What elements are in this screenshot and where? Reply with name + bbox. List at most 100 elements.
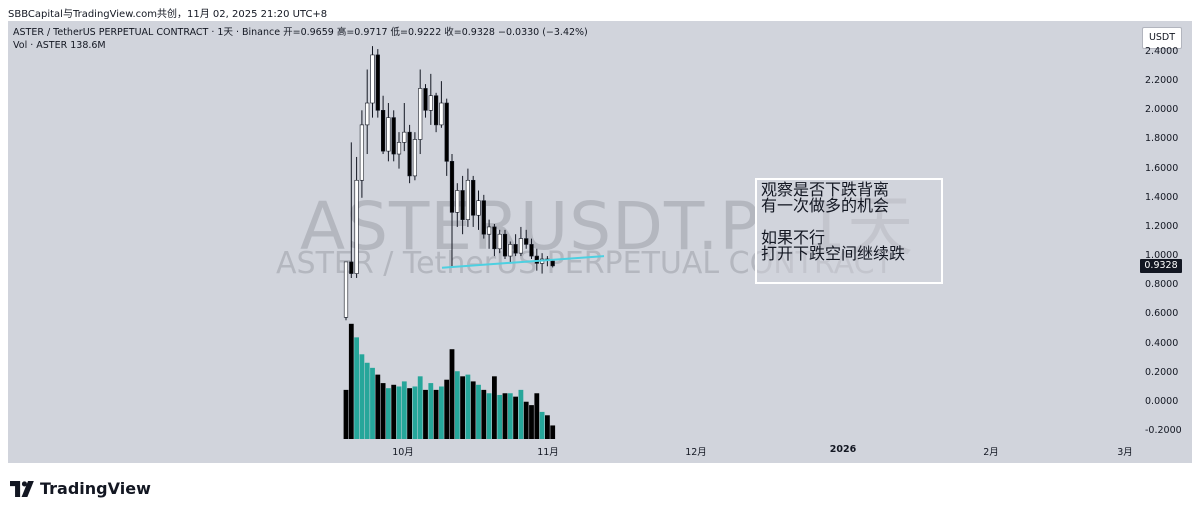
volume-bar: [354, 337, 359, 439]
volume-bar: [370, 367, 375, 439]
candle-body: [476, 200, 481, 216]
candle-body: [407, 131, 412, 177]
candle-body: [492, 226, 497, 250]
time-tick-label: 11月: [537, 447, 559, 458]
price-tick-label: 0.6000: [1145, 308, 1179, 320]
note-line-1: 观察是否下跌背离: [761, 180, 890, 199]
tradingview-logo[interactable]: TradingView: [10, 479, 151, 498]
candle-body: [375, 54, 380, 111]
volume-bar: [545, 415, 550, 439]
candle-body: [518, 238, 524, 254]
volume-bar: [375, 374, 381, 439]
annotation-text-box[interactable]: 观察是否下跌背离 有一次做多的机会 如果不行 打开下跌空间继续跌: [755, 178, 943, 284]
candle-body: [449, 161, 455, 213]
volume-bar: [396, 386, 402, 439]
candle-body: [433, 95, 439, 126]
candle-body: [391, 117, 396, 155]
volume-bar: [428, 383, 434, 439]
volume-bar: [465, 374, 471, 439]
volume-bar: [492, 376, 497, 439]
candle-body: [343, 261, 349, 318]
volume-bar: [454, 371, 460, 439]
volume-bar: [348, 323, 354, 439]
volume-bar: [529, 405, 534, 439]
price-tick-label: 1.2000: [1145, 220, 1179, 232]
volume-bar: [401, 381, 407, 439]
volume-bar: [507, 393, 513, 439]
time-tick-label: 12月: [685, 447, 707, 458]
price-tick-label: 1.0000: [1145, 250, 1179, 262]
volume-bar: [502, 393, 508, 439]
price-tick-label: 0.0000: [1145, 395, 1179, 407]
time-tick-label: 2026: [829, 444, 857, 455]
time-tick-label: 10月: [392, 447, 414, 458]
support-trendline: [441, 255, 605, 269]
candle-body: [471, 179, 476, 216]
candle-body: [513, 244, 518, 254]
time-tick-label: 2月: [983, 447, 999, 458]
volume-bar: [386, 388, 391, 439]
candle-body: [412, 139, 418, 177]
legend-symbol-line: ASTER / TetherUS PERPETUAL CONTRACT · 1天…: [13, 27, 588, 38]
volume-bar: [523, 401, 529, 439]
volume-bar: [380, 383, 386, 439]
candle-body: [455, 190, 460, 213]
price-tick-label: 2.2000: [1145, 75, 1179, 87]
currency-button[interactable]: USDT: [1142, 27, 1182, 49]
volume-bar: [449, 349, 455, 439]
price-tick-label: 0.8000: [1145, 279, 1179, 291]
volume-bar: [407, 388, 412, 439]
volume-bar: [412, 386, 418, 439]
chart-area[interactable]: ASTER / TetherUS PERPETUAL CONTRACT · 1天…: [8, 21, 1192, 463]
price-tick-label: -0.2000: [1145, 425, 1182, 436]
price-tick-label: 2.0000: [1145, 104, 1179, 116]
candle-body: [534, 255, 539, 264]
candle-body: [465, 179, 471, 220]
candle-body: [380, 110, 386, 152]
legend-volume-line: Vol · ASTER 138.6M: [13, 40, 106, 51]
volume-bar: [423, 389, 428, 439]
volume-bar: [481, 389, 487, 439]
candle-body: [439, 102, 444, 126]
candle-body: [386, 117, 391, 152]
volume-bar: [539, 411, 545, 439]
candle-body: [370, 54, 375, 104]
volume-bar: [444, 379, 450, 439]
price-tick-label: 2.4000: [1145, 46, 1179, 57]
volume-bar: [550, 425, 556, 439]
volume-bar: [391, 384, 397, 439]
volume-bar: [417, 376, 423, 439]
candle-body: [497, 233, 502, 250]
volume-bar: [359, 354, 365, 439]
price-tick-label: 0.4000: [1145, 337, 1179, 349]
volume-bar: [513, 396, 518, 439]
volume-bar: [534, 393, 540, 439]
volume-bar: [518, 389, 524, 439]
candle-body: [502, 233, 508, 257]
candle-body: [524, 238, 529, 245]
note-line-4: 打开下跌空间继续跌: [761, 244, 906, 263]
volume-bar: [343, 389, 349, 439]
candle-body: [444, 102, 449, 162]
price-tick-label: 1.8000: [1145, 133, 1179, 145]
price-tick-label: 1.4000: [1145, 191, 1179, 203]
price-plot[interactable]: [8, 21, 1192, 463]
candle-body: [508, 244, 513, 257]
candle-body: [354, 179, 359, 274]
volume-bar: [470, 381, 476, 439]
candle-body: [365, 102, 370, 126]
top-caption: SBBCapital与TradingView.com共创，11月 02, 202…: [8, 9, 328, 20]
candle-body: [428, 95, 433, 111]
candle-body: [460, 190, 465, 220]
chart-legend: ASTER / TetherUS PERPETUAL CONTRACT · 1天…: [13, 26, 588, 52]
candle-body: [418, 88, 423, 140]
candle-body: [529, 244, 534, 257]
price-tick-label: 1.6000: [1145, 162, 1179, 174]
volume-bar: [439, 386, 444, 439]
candle-body: [550, 260, 555, 267]
candle-body: [349, 261, 354, 274]
note-line-3: 如果不行: [761, 228, 826, 247]
tradingview-logo-icon: [10, 480, 34, 497]
price-tick-label: 0.2000: [1145, 366, 1179, 378]
candle-body: [396, 142, 402, 155]
